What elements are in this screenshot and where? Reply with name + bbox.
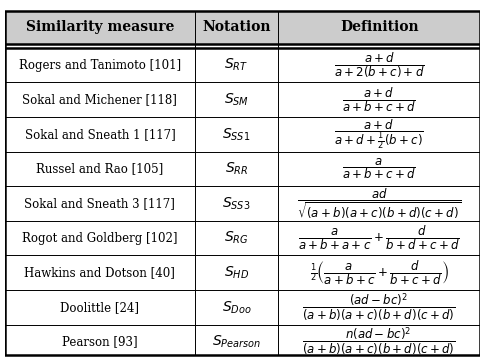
Text: Rogers and Tanimoto [101]: Rogers and Tanimoto [101] — [19, 59, 181, 72]
Text: $\frac{1}{2}\left(\dfrac{a}{a+b+c}+\dfrac{d}{b+c+d}\right)$: $\frac{1}{2}\left(\dfrac{a}{a+b+c}+\dfra… — [309, 259, 448, 286]
Text: $S_{SS3}$: $S_{SS3}$ — [222, 195, 250, 212]
Text: Russel and Rao [105]: Russel and Rao [105] — [36, 162, 163, 175]
Text: $\dfrac{a+d}{a+2(b+c)+d}$: $\dfrac{a+d}{a+2(b+c)+d}$ — [333, 51, 424, 79]
Text: $\dfrac{a+d}{a+b+c+d}$: $\dfrac{a+d}{a+b+c+d}$ — [342, 86, 415, 114]
Text: Notation: Notation — [202, 20, 270, 34]
Text: Sokal and Michener [118]: Sokal and Michener [118] — [22, 93, 177, 106]
Text: $S_{Pearson}$: $S_{Pearson}$ — [212, 334, 260, 350]
Text: $S_{SS1}$: $S_{SS1}$ — [222, 126, 250, 143]
Text: $\dfrac{a+d}{a+d+\frac{1}{2}(b+c)}$: $\dfrac{a+d}{a+d+\frac{1}{2}(b+c)}$ — [333, 117, 423, 151]
Text: Definition: Definition — [339, 20, 418, 34]
Text: $\dfrac{(ad-bc)^2}{(a+b)(a+c)(b+d)(c+d)}$: $\dfrac{(ad-bc)^2}{(a+b)(a+c)(b+d)(c+d)}… — [302, 291, 455, 324]
Text: Doolittle [24]: Doolittle [24] — [60, 301, 139, 314]
Text: Sokal and Sneath 1 [117]: Sokal and Sneath 1 [117] — [25, 128, 175, 141]
Text: Hawkins and Dotson [40]: Hawkins and Dotson [40] — [24, 266, 175, 279]
Text: $S_{HD}$: $S_{HD}$ — [224, 265, 249, 281]
Text: $S_{RT}$: $S_{RT}$ — [224, 57, 248, 74]
Text: Sokal and Sneath 3 [117]: Sokal and Sneath 3 [117] — [24, 197, 175, 210]
Bar — [5, 11, 479, 44]
Text: $S_{Doo}$: $S_{Doo}$ — [221, 299, 251, 316]
Text: $\dfrac{a}{a+b+a+c}+\dfrac{d}{b+d+c+d}$: $\dfrac{a}{a+b+a+c}+\dfrac{d}{b+d+c+d}$ — [298, 224, 459, 252]
Text: Similarity measure: Similarity measure — [26, 20, 174, 34]
Text: Rogot and Goldberg [102]: Rogot and Goldberg [102] — [22, 232, 177, 245]
Text: $S_{RR}$: $S_{RR}$ — [225, 161, 248, 177]
Text: $\dfrac{n(ad-bc)^2}{(a+b)(a+c)(b+d)(c+d)}$: $\dfrac{n(ad-bc)^2}{(a+b)(a+c)(b+d)(c+d)… — [302, 326, 455, 358]
Text: $S_{RG}$: $S_{RG}$ — [224, 230, 248, 246]
Text: $\dfrac{ad}{\sqrt{(a+b)(a+c)(b+d)(c+d)}}$: $\dfrac{ad}{\sqrt{(a+b)(a+c)(b+d)(c+d)}}… — [296, 186, 460, 221]
Text: $S_{SM}$: $S_{SM}$ — [224, 92, 249, 108]
Text: Pearson [93]: Pearson [93] — [62, 336, 137, 348]
Text: $\dfrac{a}{a+b+c+d}$: $\dfrac{a}{a+b+c+d}$ — [342, 157, 415, 181]
